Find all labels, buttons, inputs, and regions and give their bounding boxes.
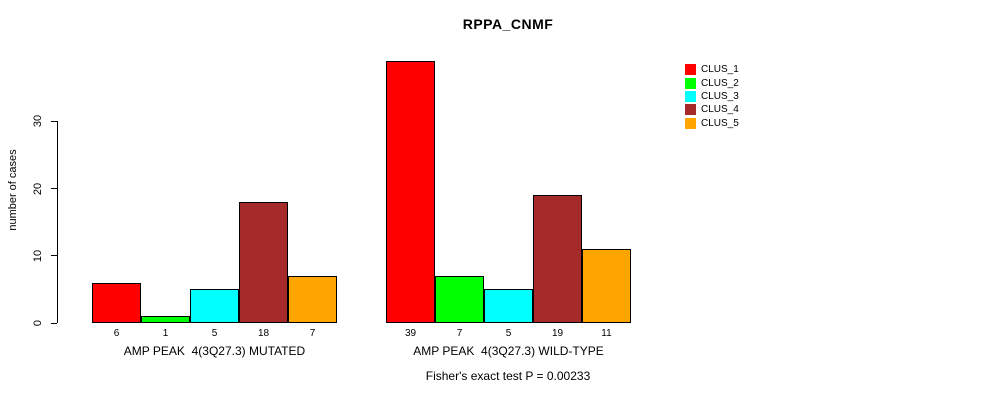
y-axis-title: number of cases <box>7 149 19 231</box>
bar-clus_3-group1 <box>190 289 239 323</box>
legend-label: CLUS_2 <box>701 77 739 89</box>
bar-clus_1-group1 <box>92 282 141 323</box>
legend-swatch-clus_3 <box>685 90 696 102</box>
y-tick <box>51 188 57 190</box>
legend: CLUS_1 CLUS_2 CLUS_3 CLUS_4 CLUS_5 <box>685 63 739 130</box>
bar-clus_5-group2 <box>582 249 631 323</box>
bar-clus_2-group2 <box>435 275 484 323</box>
bar-clus_4-group1 <box>239 202 288 323</box>
y-tick-label: 30 <box>32 115 44 128</box>
legend-swatch-clus_4 <box>685 104 696 116</box>
legend-swatch-clus_2 <box>685 77 696 89</box>
chart-title: RPPA_CNMF <box>462 16 554 32</box>
bar-count-label: 7 <box>309 328 316 339</box>
bar-count-label: 1 <box>162 328 169 339</box>
legend-item: CLUS_2 <box>685 76 739 89</box>
legend-label: CLUS_4 <box>701 104 739 116</box>
bar-count-label: 39 <box>404 328 417 339</box>
y-tick-label: 20 <box>32 182 44 195</box>
bar-count-label: 5 <box>211 328 218 339</box>
bar-clus_5-group1 <box>288 275 337 323</box>
y-axis-line <box>57 121 58 323</box>
bar-clus_1-group2 <box>386 60 435 323</box>
bar-count-label: 19 <box>551 328 564 339</box>
y-tick-label: 0 <box>32 319 44 327</box>
group-label: AMP PEAK 4(3Q27.3) WILD-TYPE <box>413 344 604 358</box>
legend-label: CLUS_5 <box>701 117 739 129</box>
bar-count-label: 11 <box>601 328 612 339</box>
bar-count-label: 18 <box>257 328 270 339</box>
legend-swatch-clus_1 <box>685 64 696 76</box>
y-tick <box>51 322 57 324</box>
legend-item: CLUS_3 <box>685 90 739 103</box>
bar-count-label: 7 <box>456 328 463 339</box>
y-tick <box>51 120 57 122</box>
legend-swatch-clus_5 <box>685 117 696 129</box>
group-label: AMP PEAK 4(3Q27.3) MUTATED <box>123 344 306 358</box>
bar-count-label: 5 <box>505 328 512 339</box>
bar-clus_3-group2 <box>484 289 533 323</box>
y-tick <box>51 255 57 257</box>
legend-item: CLUS_4 <box>685 103 739 116</box>
y-tick-label: 10 <box>32 249 44 262</box>
legend-item: CLUS_1 <box>685 63 739 76</box>
legend-label: CLUS_3 <box>701 90 739 102</box>
fisher-test-annotation: Fisher's exact test P = 0.00233 <box>425 369 591 383</box>
legend-item: CLUS_5 <box>685 117 739 130</box>
bar-clus_4-group2 <box>533 195 582 323</box>
bar-count-label: 6 <box>113 328 120 339</box>
bar-clus_2-group1 <box>141 316 190 323</box>
legend-label: CLUS_1 <box>701 64 739 76</box>
